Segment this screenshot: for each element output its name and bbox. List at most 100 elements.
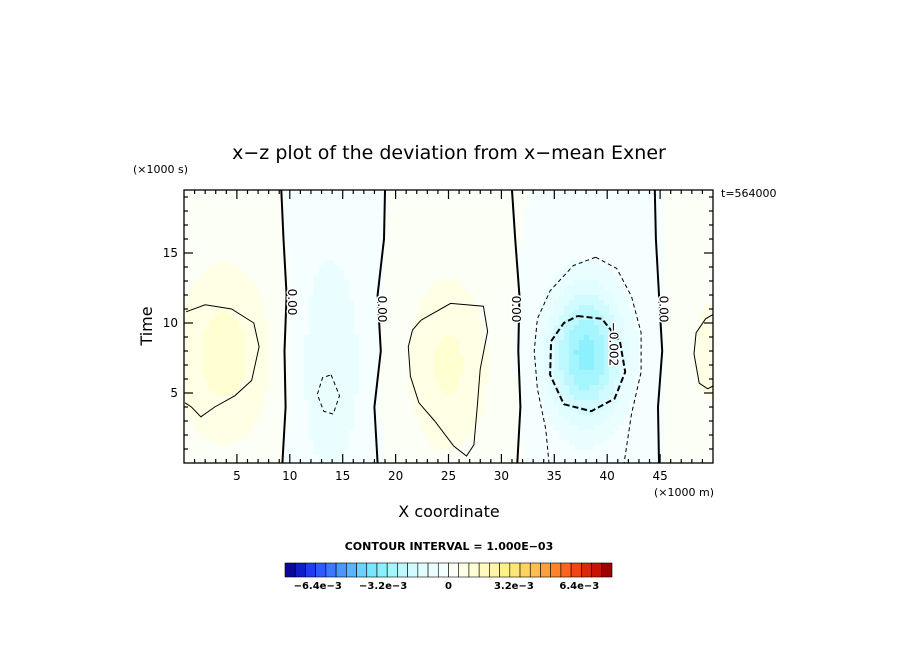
field-cell [609, 380, 615, 386]
field-cell [704, 350, 710, 356]
field-cell [529, 200, 535, 206]
field-cell [224, 350, 230, 356]
field-cell [594, 335, 600, 341]
field-cell [509, 385, 515, 391]
field-cell [464, 290, 470, 296]
field-cell [284, 330, 290, 336]
field-cell [629, 370, 635, 376]
field-cell [514, 320, 520, 326]
field-cell [289, 325, 295, 331]
field-cell [369, 270, 375, 276]
field-cell [284, 245, 290, 251]
field-cell [354, 205, 360, 211]
field-cell [659, 265, 665, 271]
field-cell [334, 310, 340, 316]
field-cell [339, 260, 345, 266]
field-cell [259, 380, 265, 386]
field-cell [699, 355, 705, 361]
field-cell [454, 270, 460, 276]
field-cell [184, 410, 190, 416]
field-cell [604, 370, 610, 376]
field-cell [494, 225, 500, 231]
field-cell [564, 320, 570, 326]
field-cell [659, 415, 665, 421]
field-cell [459, 220, 465, 226]
field-cell [614, 245, 620, 251]
field-cell [209, 210, 215, 216]
field-cell [514, 285, 520, 291]
field-cell [459, 395, 465, 401]
field-cell [499, 345, 505, 351]
field-cell [484, 320, 490, 326]
field-cell [539, 390, 545, 396]
field-cell [459, 330, 465, 336]
field-cell [704, 270, 710, 276]
field-cell [524, 325, 530, 331]
field-cell [444, 405, 450, 411]
field-cell [594, 340, 600, 346]
field-cell [449, 300, 455, 306]
field-cell [479, 395, 485, 401]
field-cell [669, 215, 675, 221]
field-cell [524, 320, 530, 326]
field-cell [624, 345, 630, 351]
field-cell [244, 350, 250, 356]
field-cell [709, 400, 714, 406]
field-cell [274, 250, 280, 256]
field-cell [314, 260, 320, 266]
field-cell [559, 240, 565, 246]
field-cell [424, 210, 430, 216]
field-cell [239, 320, 245, 326]
field-cell [389, 310, 395, 316]
field-cell [549, 410, 555, 416]
field-cell [359, 295, 365, 301]
field-cell [634, 390, 640, 396]
field-cell [639, 250, 645, 256]
field-cell [319, 350, 325, 356]
field-cell [284, 335, 290, 341]
field-cell [334, 215, 340, 221]
field-cell [289, 220, 295, 226]
field-cell [219, 190, 225, 196]
field-cell [699, 310, 705, 316]
field-cell [229, 215, 235, 221]
field-cell [184, 265, 190, 271]
field-cell [544, 280, 550, 286]
field-cell [344, 405, 350, 411]
field-cell [694, 400, 700, 406]
field-cell [254, 380, 260, 386]
field-cell [689, 345, 695, 351]
field-cell [649, 290, 655, 296]
field-cell [649, 220, 655, 226]
field-cell [529, 255, 535, 261]
field-cell [684, 370, 690, 376]
field-cell [489, 285, 495, 291]
field-cell [194, 260, 200, 266]
field-cell [214, 310, 220, 316]
field-cell [639, 390, 645, 396]
field-cell [209, 220, 215, 226]
field-cell [339, 300, 345, 306]
field-cell [509, 245, 515, 251]
field-cell [659, 245, 665, 251]
field-cell [404, 280, 410, 286]
field-cell [619, 400, 625, 406]
field-cell [574, 305, 580, 311]
field-cell [599, 200, 605, 206]
field-cell [699, 360, 705, 366]
field-cell [194, 290, 200, 296]
field-cell [484, 215, 490, 221]
field-cell [364, 230, 370, 236]
field-cell [549, 225, 555, 231]
field-cell [574, 385, 580, 391]
field-cell [509, 315, 515, 321]
field-cell [399, 265, 405, 271]
field-cell [274, 225, 280, 231]
field-cell [199, 350, 205, 356]
field-cell [264, 380, 270, 386]
field-cell [479, 245, 485, 251]
field-cell [444, 320, 450, 326]
field-cell [504, 415, 510, 421]
field-cell [469, 350, 475, 356]
field-cell [669, 390, 675, 396]
